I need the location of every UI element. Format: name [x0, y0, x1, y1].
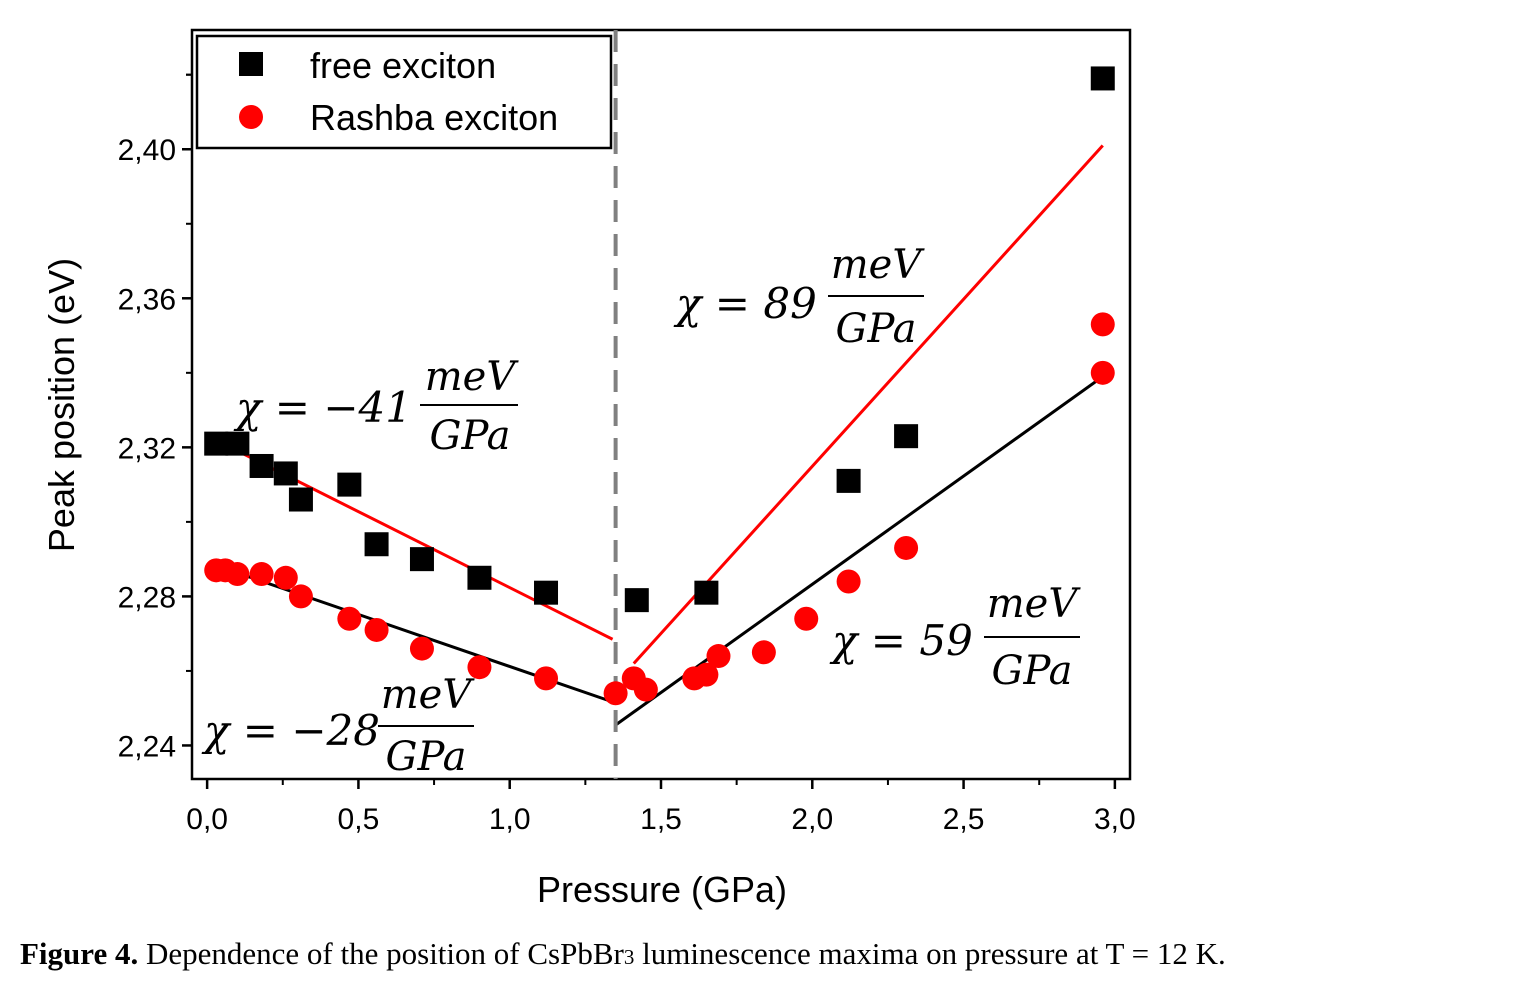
data-point-free-exciton: [409, 547, 434, 572]
data-points-layer: [204, 66, 1115, 706]
y-axis-title: Peak position (eV): [41, 258, 82, 552]
annotation-numerator: meV: [831, 242, 926, 288]
data-point-rashba-exciton: [836, 569, 861, 594]
annotation-lhs: χ = −41: [233, 383, 412, 432]
data-point-rashba-exciton: [751, 640, 776, 665]
annotation-denominator: GPa: [386, 734, 467, 780]
y-tick-label: 2,32: [118, 432, 176, 465]
y-tick-label: 2,36: [118, 283, 176, 316]
data-point-rashba-exciton: [364, 617, 389, 642]
annotation-slope-minus-41: χ = −41 meV GPa: [233, 354, 519, 459]
legend-marker-free-exciton: [239, 52, 263, 76]
data-point-free-exciton: [694, 580, 719, 605]
legend-marker-rashba-exciton: [239, 105, 263, 129]
x-axis-title: Pressure (GPa): [537, 869, 787, 910]
annotation-slope-89: χ = 89 meV GPa: [673, 242, 925, 352]
data-point-rashba-exciton: [337, 606, 362, 631]
y-tick-label: 2,28: [118, 581, 176, 614]
legend-box: [195, 34, 613, 150]
data-point-free-exciton: [836, 468, 861, 493]
annotation-numerator: meV: [381, 672, 476, 718]
annotation-denominator: GPa: [836, 306, 917, 352]
data-point-rashba-exciton: [249, 562, 274, 587]
fit-line: [632, 144, 1104, 665]
data-point-free-exciton: [225, 431, 250, 456]
annotation-lhs: χ = −28: [201, 706, 380, 755]
data-point-free-exciton: [337, 472, 362, 497]
x-tick-label: 2,5: [943, 803, 985, 836]
data-point-rashba-exciton: [273, 565, 298, 590]
data-point-free-exciton: [204, 431, 229, 456]
data-point-free-exciton: [273, 461, 298, 486]
legend-label-free-exciton: free exciton: [310, 45, 496, 86]
data-point-rashba-exciton: [706, 644, 731, 669]
data-point-free-exciton: [624, 588, 649, 613]
x-tick-label: 3,0: [1094, 803, 1136, 836]
x-tick-label: 1,5: [640, 803, 682, 836]
data-point-rashba-exciton: [225, 562, 250, 587]
data-point-free-exciton: [894, 424, 919, 449]
axes-layer: 0,0 0,5 1,0 1,5 2,0 2,5 3,0 2,24 2,28 2,32 2,36 2,4…: [118, 28, 1136, 836]
figure-caption: Figure 4. Dependence of the position of …: [20, 936, 1530, 972]
data-point-rashba-exciton: [603, 681, 628, 706]
y-tick-label: 2,40: [118, 134, 176, 167]
annotation-denominator: GPa: [430, 413, 511, 459]
data-point-rashba-exciton: [694, 662, 719, 687]
data-point-rashba-exciton: [409, 636, 434, 661]
legend: free exciton Rashba exciton: [195, 34, 613, 150]
caption-text-after: luminescence maxima on pressure at T = 1…: [634, 936, 1226, 971]
x-tick-label: 2,0: [791, 803, 833, 836]
chart: 0,0 0,5 1,0 1,5 2,0 2,5 3,0 2,24 2,28 2,32 2,36 2,4…: [41, 28, 1136, 910]
data-point-free-exciton: [534, 580, 559, 605]
annotation-slope-59: χ = 59 meV GPa: [829, 581, 1081, 694]
data-point-rashba-exciton: [288, 584, 313, 609]
data-point-rashba-exciton: [794, 606, 819, 631]
annotation-lhs: χ = 59: [829, 616, 973, 665]
data-point-rashba-exciton: [467, 655, 492, 680]
x-tick-label: 0,0: [186, 803, 228, 836]
data-point-rashba-exciton: [894, 535, 919, 560]
y-tick-label: 2,24: [118, 730, 176, 763]
data-point-free-exciton: [288, 487, 313, 512]
caption-label: Figure 4.: [20, 936, 139, 971]
data-point-free-exciton: [467, 565, 492, 590]
data-point-rashba-exciton: [633, 677, 658, 702]
annotation-numerator: meV: [987, 581, 1082, 627]
data-point-rashba-exciton: [1090, 312, 1115, 337]
legend-label-rashba-exciton: Rashba exciton: [310, 97, 558, 138]
data-point-free-exciton: [249, 453, 274, 478]
x-tick-label: 1,0: [489, 803, 531, 836]
data-point-free-exciton: [1090, 66, 1115, 91]
annotation-numerator: meV: [425, 354, 520, 400]
annotation-denominator: GPa: [992, 648, 1073, 694]
caption-text-before: Dependence of the position of CsPbBr: [138, 936, 624, 971]
data-point-rashba-exciton: [1090, 360, 1115, 385]
data-point-rashba-exciton: [534, 666, 559, 691]
data-point-free-exciton: [364, 532, 389, 557]
x-tick-label: 0,5: [338, 803, 380, 836]
caption-subscript: 3: [623, 945, 635, 969]
annotation-slope-minus-28: χ = −28 meV GPa: [201, 672, 475, 780]
annotation-lhs: χ = 89: [673, 279, 817, 328]
